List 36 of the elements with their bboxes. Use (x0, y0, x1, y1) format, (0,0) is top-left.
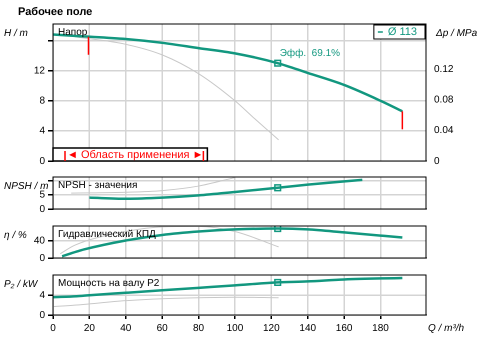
x-axis-title: Q / m³/h (428, 322, 465, 334)
x-tick-label: 40 (120, 322, 132, 334)
x-tick-label: 160 (336, 322, 353, 334)
y2-tick-label: 0.08 (434, 94, 454, 106)
y-axis-title: NPSH / m (4, 180, 48, 192)
y-tick-label: 5 (39, 190, 46, 201)
y2-axis-title: Δp / MPa (435, 28, 478, 39)
x-tick-label: 140 (299, 322, 317, 334)
y-tick-label: 4 (39, 290, 46, 301)
x-tick-label: 0 (50, 322, 56, 334)
annotation: ◄ Область применения ► (67, 149, 204, 162)
y-tick-label: 0 (39, 204, 46, 215)
x-tick-label: 20 (84, 322, 96, 334)
y2-tick-label: 0.04 (434, 125, 454, 136)
y-axis-title: H / m (4, 28, 28, 39)
y-tick-label: 0 (39, 252, 46, 264)
y-tick-label: 8 (39, 96, 46, 107)
y2-tick-label: 0.12 (434, 64, 454, 75)
y2-tick-label: 0 (434, 156, 440, 167)
x-tick-label: 180 (372, 322, 390, 334)
annotation: Мощность на валу P2 (58, 278, 160, 289)
x-tick-label: 60 (156, 322, 168, 334)
x-tick-label: 80 (193, 322, 205, 334)
y-tick-label: 0 (39, 156, 46, 167)
x-tick-label: 120 (263, 322, 280, 334)
y-tick-label: 4 (39, 126, 46, 137)
annotation: Эфф. 69.1% (280, 48, 340, 59)
legend-label: Ø 113 (388, 26, 418, 38)
y-axis-title: η / % (4, 230, 27, 241)
x-tick-label: 100 (226, 322, 244, 334)
chart-title: Рабочее поле (18, 6, 92, 18)
annotation: NPSH - значения (58, 180, 138, 191)
y-tick-label: 12 (34, 65, 46, 76)
y-tick-label: 40 (34, 236, 46, 247)
y-tick-label: 0 (39, 310, 46, 321)
y-axis-title: P₂ / kW (4, 278, 39, 290)
